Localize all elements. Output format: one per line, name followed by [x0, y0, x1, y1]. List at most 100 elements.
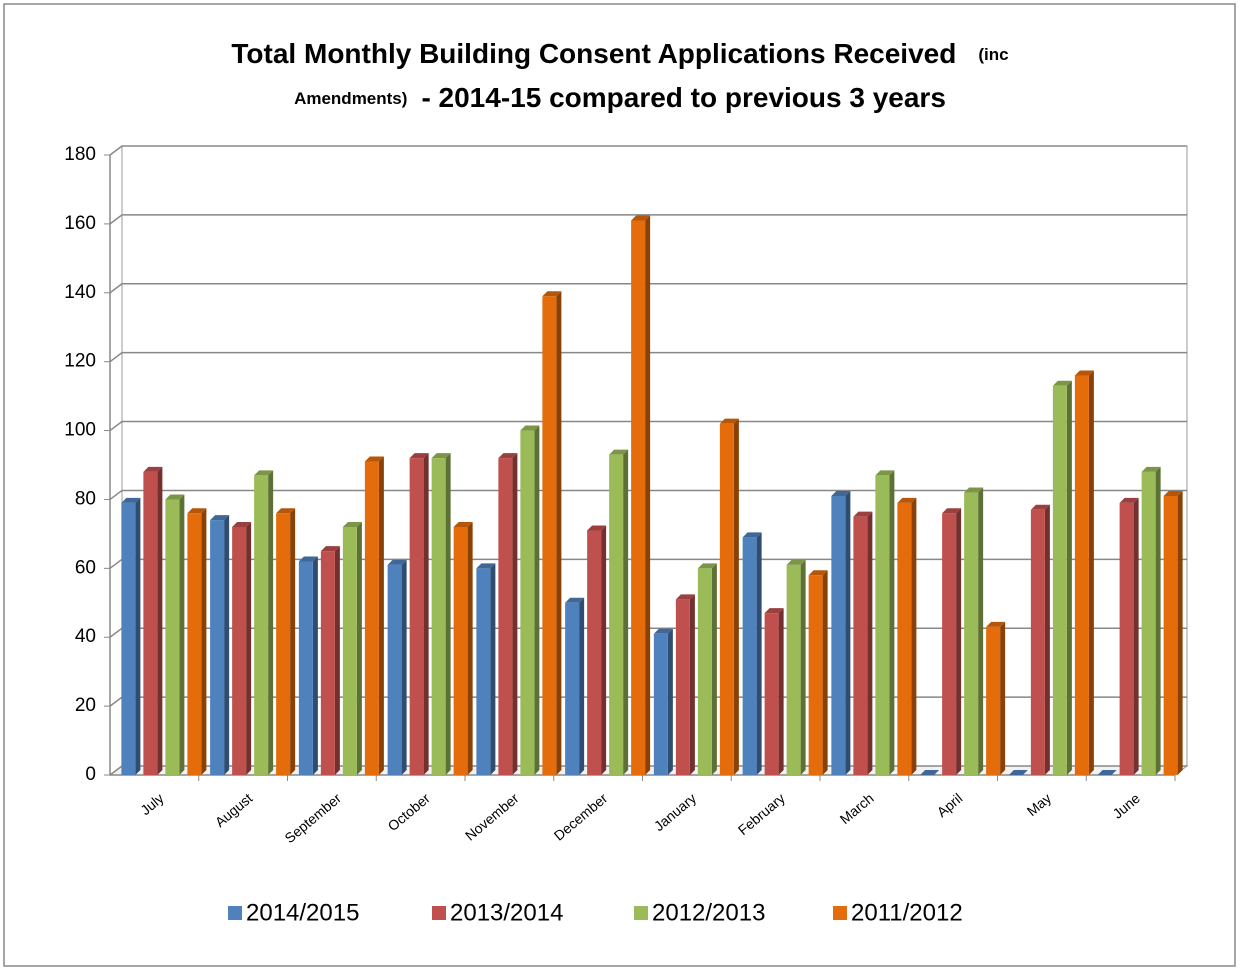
- grid-line: [109, 145, 1187, 156]
- bar-side: [290, 508, 296, 775]
- bar-side: [800, 559, 806, 775]
- bar: [808, 575, 823, 775]
- bar: [609, 454, 624, 775]
- bar-top: [675, 594, 695, 600]
- bar-top: [786, 559, 806, 565]
- bar: [387, 564, 402, 775]
- bar-top: [453, 522, 473, 527]
- legend-swatch: [228, 906, 242, 920]
- bar-side: [867, 511, 873, 775]
- bar-top: [1141, 466, 1161, 472]
- bar: [986, 626, 1001, 775]
- y-tick-label: 180: [64, 144, 96, 165]
- bar-side: [179, 494, 185, 775]
- bar: [786, 564, 801, 775]
- bar: [364, 461, 379, 775]
- legend-label: 2011/2012: [851, 899, 963, 926]
- bar: [719, 423, 734, 775]
- bar-side: [556, 291, 562, 775]
- bar-top: [986, 621, 1006, 627]
- bar: [1052, 385, 1067, 775]
- bar: [232, 527, 247, 775]
- bar-side: [312, 556, 318, 775]
- bar: [853, 516, 868, 775]
- bar-top: [808, 570, 828, 576]
- y-tick-label: 120: [64, 351, 96, 372]
- bar-side: [978, 487, 984, 775]
- bar-side: [445, 453, 451, 775]
- bar-top: [1074, 370, 1094, 376]
- bar-side: [1066, 380, 1072, 775]
- bar-top: [143, 466, 163, 472]
- bar: [1119, 502, 1134, 775]
- bar-side: [334, 546, 340, 775]
- bar-top: [476, 563, 496, 569]
- bar-side: [135, 497, 141, 775]
- bar: [675, 599, 690, 775]
- bar-top: [342, 522, 362, 527]
- bar: [409, 458, 424, 775]
- bar-top: [1030, 504, 1050, 510]
- bar: [631, 220, 646, 775]
- y-tick-label: 80: [75, 488, 96, 509]
- title-part: (inc: [978, 45, 1008, 64]
- title-part: Total Monthly Building Consent Applicati…: [231, 38, 956, 69]
- bar: [342, 527, 357, 775]
- bar-top: [298, 556, 318, 562]
- bar: [1141, 471, 1156, 775]
- bar-side: [579, 597, 585, 775]
- bar: [1030, 509, 1045, 775]
- bar: [831, 496, 846, 775]
- bar-top: [187, 508, 207, 514]
- bar-top: [1052, 380, 1072, 386]
- bar: [897, 502, 912, 775]
- bar-side: [956, 508, 962, 775]
- bar-top: [964, 487, 984, 493]
- bar-side: [845, 491, 851, 775]
- y-tick-label: 60: [75, 557, 96, 578]
- bar-side: [645, 215, 651, 775]
- bar-side: [889, 470, 895, 775]
- grid-line: [109, 351, 1187, 363]
- legend-swatch: [432, 906, 446, 920]
- bar-top: [232, 522, 252, 527]
- y-tick-label: 140: [64, 282, 96, 303]
- bar-side: [534, 425, 540, 775]
- bar: [764, 613, 779, 775]
- bar-side: [246, 522, 252, 775]
- title-part: Amendments): [294, 89, 407, 108]
- legend-swatch: [833, 906, 847, 920]
- y-tick-label: 0: [85, 764, 96, 785]
- bar-top: [853, 511, 873, 517]
- bar-side: [268, 470, 274, 775]
- grid-line: [109, 489, 1187, 501]
- bar-side: [224, 515, 230, 775]
- bar: [210, 520, 225, 775]
- bar-side: [1088, 370, 1094, 775]
- bar-side: [423, 453, 429, 775]
- bar-top: [719, 418, 739, 424]
- legend-label: 2013/2014: [450, 899, 563, 926]
- bar-side: [689, 594, 695, 775]
- y-tick-label: 40: [75, 626, 96, 647]
- y-tick-label: 160: [64, 213, 96, 234]
- bar: [964, 492, 979, 775]
- bar: [453, 527, 468, 775]
- bar-side: [601, 525, 607, 775]
- legend-label: 2012/2013: [652, 899, 765, 926]
- bar-top: [1008, 770, 1028, 775]
- bar: [1074, 375, 1089, 775]
- bar: [697, 568, 712, 775]
- bar-top: [1163, 491, 1183, 496]
- grid-line: [109, 420, 1187, 432]
- y-tick-label: 20: [75, 695, 96, 716]
- bar-side: [467, 522, 473, 775]
- bar-side: [1177, 491, 1183, 775]
- bar-side: [356, 522, 362, 775]
- bar-side: [711, 563, 717, 775]
- bar-top: [875, 470, 895, 476]
- bar: [1163, 496, 1178, 775]
- grid-line: [109, 283, 1187, 294]
- bar-top: [431, 453, 451, 459]
